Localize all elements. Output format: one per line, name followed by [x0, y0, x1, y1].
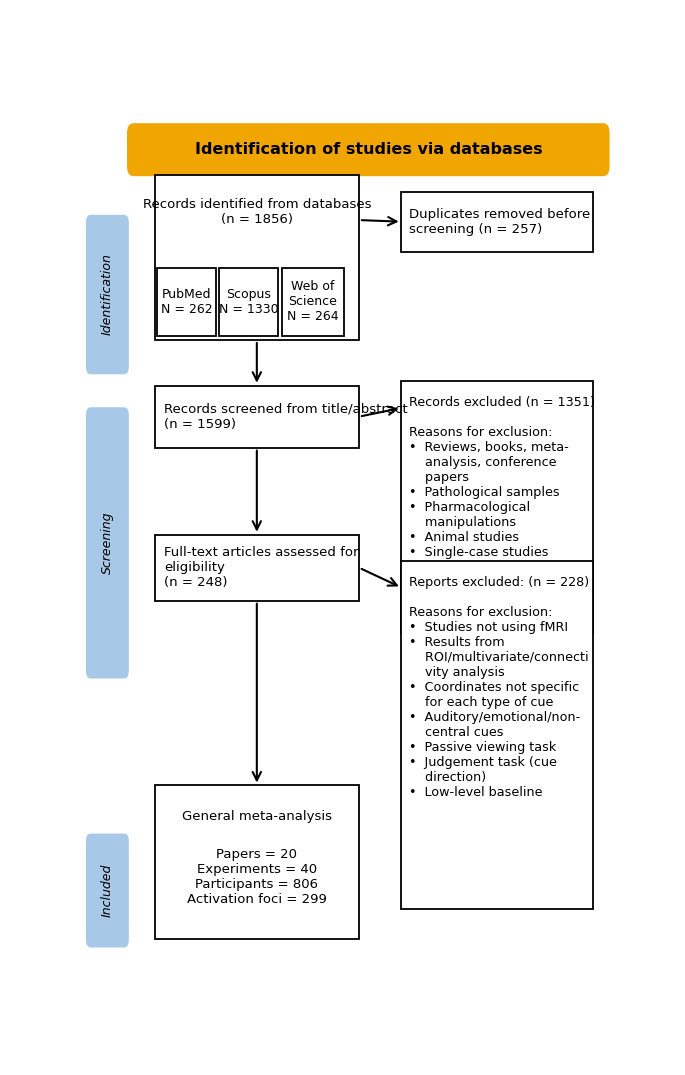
Text: Papers = 20
Experiments = 40
Participants = 806
Activation foci = 299: Papers = 20 Experiments = 40 Participant… [187, 848, 327, 906]
Bar [401, 382, 593, 634]
Text: Included: Included [101, 864, 114, 917]
FancyBboxPatch shape [87, 407, 128, 678]
Text: Identification of studies via databases: Identification of studies via databases [195, 142, 542, 157]
FancyBboxPatch shape [87, 834, 128, 947]
Bar [219, 268, 278, 335]
Text: Screening: Screening [101, 512, 114, 574]
Text: Identification: Identification [101, 254, 114, 335]
Text: Records screened from title/abstract
(n = 1599): Records screened from title/abstract (n … [164, 403, 408, 431]
Bar [401, 192, 593, 252]
Text: Web of
Science
N = 264: Web of Science N = 264 [287, 281, 338, 324]
Text: PubMed
N = 262: PubMed N = 262 [161, 288, 212, 316]
Bar [155, 786, 359, 938]
Text: General meta-analysis: General meta-analysis [182, 811, 332, 823]
Bar [155, 534, 359, 601]
FancyBboxPatch shape [87, 215, 128, 374]
Bar [158, 268, 216, 335]
Text: Full-text articles assessed for
eligibility
(n = 248): Full-text articles assessed for eligibil… [164, 546, 359, 589]
Bar [155, 386, 359, 447]
Text: Duplicates removed before
screening (n = 257): Duplicates removed before screening (n =… [410, 207, 590, 235]
Bar [155, 174, 359, 340]
Text: Reports excluded: (n = 228)

Reasons for exclusion:
•  Studies not using fMRI
• : Reports excluded: (n = 228) Reasons for … [410, 576, 590, 799]
Text: Records identified from databases
(n = 1856): Records identified from databases (n = 1… [142, 198, 371, 226]
Text: Scopus
N = 1330: Scopus N = 1330 [219, 288, 278, 316]
FancyBboxPatch shape [127, 124, 610, 176]
Bar [401, 561, 593, 908]
Bar [282, 268, 344, 335]
Text: Records excluded (n = 1351)

Reasons for exclusion:
•  Reviews, books, meta-
   : Records excluded (n = 1351) Reasons for … [410, 397, 595, 559]
